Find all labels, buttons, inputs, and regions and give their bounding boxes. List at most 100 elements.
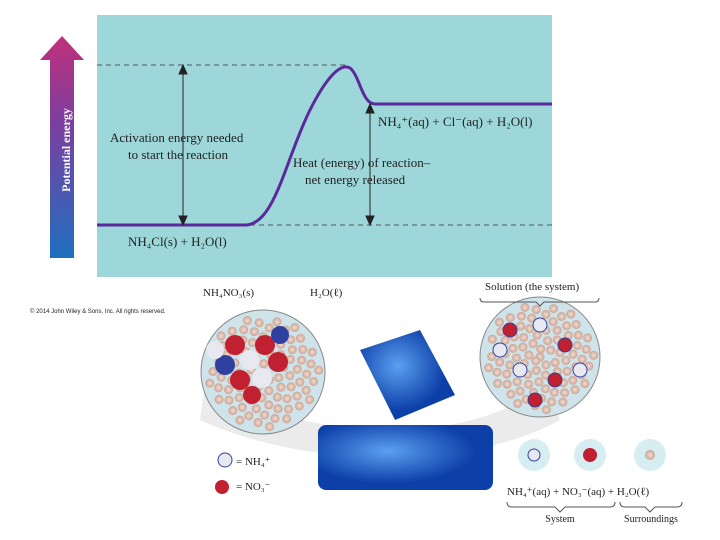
water-bead (540, 384, 550, 394)
water-bead (224, 385, 234, 395)
water-bead (286, 382, 296, 392)
water-bead (512, 353, 522, 363)
water-bead (541, 360, 551, 370)
water-bead (254, 318, 264, 328)
water-bead (557, 311, 567, 321)
water-bead (568, 349, 578, 359)
ion (572, 362, 588, 378)
ion (557, 337, 573, 353)
water-bead (589, 350, 599, 360)
water-bead (543, 336, 553, 346)
ammonium-icon (217, 452, 233, 468)
water-bead (541, 309, 551, 319)
water-bead (265, 422, 275, 432)
water-bead (546, 345, 556, 355)
water-bead (251, 404, 261, 414)
water-bead (528, 339, 538, 349)
water-bead (309, 376, 319, 386)
water-bead (502, 369, 512, 379)
water-bead (213, 383, 223, 393)
activation-label: to start the reaction (128, 147, 228, 162)
water-bead (541, 370, 551, 380)
water-bead (295, 377, 305, 387)
water-bead (306, 359, 316, 369)
water-bead (227, 326, 237, 336)
water-bead (506, 389, 516, 399)
water-bead (531, 356, 541, 366)
water-bead (581, 344, 591, 354)
water-bead (516, 311, 526, 321)
water-bead (273, 404, 283, 414)
nitrate-icon (215, 480, 229, 494)
water-bead (242, 316, 252, 326)
water-label: H₂O(ℓ) (310, 287, 343, 299)
ion (527, 392, 543, 408)
water-bead (264, 323, 274, 333)
water-bead (513, 398, 523, 408)
species-icons (518, 439, 666, 471)
water-bead (580, 379, 590, 389)
ion (532, 317, 548, 333)
water-bead (216, 372, 226, 382)
key-label: = NO₃⁻ (236, 481, 271, 493)
water-bead (239, 325, 249, 335)
system-label: System (545, 514, 575, 525)
water-bead (505, 360, 515, 370)
water-bead (552, 325, 562, 335)
water-bead (292, 391, 302, 401)
water-bead (531, 365, 541, 375)
water-bead (282, 394, 292, 404)
water-bead (520, 302, 530, 312)
heat-label: net energy released (305, 172, 406, 187)
water-bead (571, 319, 581, 329)
axis-label: Potential energy (59, 108, 73, 192)
energy-arrow (40, 36, 84, 258)
cold-pack (318, 425, 493, 490)
water-bead (285, 371, 295, 381)
water-bead (294, 401, 304, 411)
water-bead (549, 304, 559, 314)
water-bead (214, 394, 224, 404)
ion (502, 322, 518, 338)
water-bead (228, 406, 238, 416)
water-bead (290, 323, 300, 333)
water-bead (302, 369, 312, 379)
ion (512, 362, 528, 378)
water-bead (527, 313, 537, 323)
water-bead (247, 338, 257, 348)
water-bead (508, 343, 518, 353)
water-bead (235, 415, 245, 425)
water-bead (284, 404, 294, 414)
water-bead (505, 313, 515, 323)
water-bead (297, 355, 307, 365)
water-bead (495, 357, 505, 367)
product-label: NH₄⁺(aq) + Cl⁻(aq) + H₂O(l) (378, 114, 532, 129)
brace (479, 297, 600, 307)
water-bead (561, 355, 571, 365)
water-bead (558, 397, 568, 407)
water-bead (583, 333, 593, 343)
solid-label: NH₄NO₃(s) (203, 287, 254, 299)
water-bead (531, 305, 541, 315)
water-bead (536, 344, 546, 354)
water-bead (298, 344, 308, 354)
water-bead (516, 321, 526, 331)
solid-crystal (206, 326, 289, 404)
water-bead (314, 365, 324, 375)
water-bead (541, 405, 551, 415)
activation-label: Activation energy needed (110, 130, 244, 145)
water-bead (272, 392, 282, 402)
diagram-panel (97, 15, 552, 277)
water-bead (274, 373, 284, 383)
solution-label: Solution (the system) (485, 281, 579, 293)
water-bead (208, 367, 218, 377)
water-bead (512, 377, 522, 387)
water-bead (549, 387, 559, 397)
water-bead (259, 359, 269, 369)
water-bead (301, 385, 311, 395)
water-bead (502, 379, 512, 389)
water-bead (547, 397, 557, 407)
water-bead (570, 385, 580, 395)
water-bead (500, 335, 510, 345)
water-bead (224, 395, 234, 405)
